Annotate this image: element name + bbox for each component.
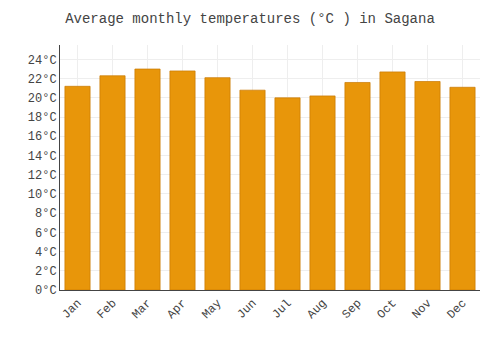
- svg-text:18°C: 18°C: [28, 111, 57, 125]
- svg-text:6°C: 6°C: [35, 227, 57, 241]
- svg-text:Average monthly temperatures (: Average monthly temperatures (°C ) in Sa…: [65, 11, 435, 27]
- svg-text:22°C: 22°C: [28, 73, 57, 87]
- svg-text:Oct: Oct: [374, 297, 399, 322]
- svg-text:12°C: 12°C: [28, 169, 57, 183]
- svg-text:Apr: Apr: [164, 297, 189, 322]
- svg-text:May: May: [199, 297, 224, 322]
- svg-text:Jan: Jan: [59, 297, 84, 322]
- svg-text:Jun: Jun: [234, 297, 259, 322]
- svg-text:0°C: 0°C: [35, 284, 57, 298]
- svg-text:14°C: 14°C: [28, 150, 57, 164]
- svg-text:16°C: 16°C: [28, 130, 57, 144]
- svg-text:Dec: Dec: [444, 297, 469, 322]
- svg-text:Feb: Feb: [94, 297, 119, 322]
- svg-text:Jul: Jul: [269, 297, 294, 322]
- svg-text:4°C: 4°C: [35, 246, 57, 260]
- svg-text:8°C: 8°C: [35, 207, 57, 221]
- svg-text:Nov: Nov: [409, 297, 434, 322]
- svg-text:Mar: Mar: [129, 297, 154, 322]
- svg-text:20°C: 20°C: [28, 92, 57, 106]
- svg-text:Sep: Sep: [339, 297, 364, 322]
- svg-text:2°C: 2°C: [35, 265, 57, 279]
- svg-text:Aug: Aug: [304, 297, 329, 322]
- svg-text:10°C: 10°C: [28, 188, 57, 202]
- svg-text:24°C: 24°C: [28, 54, 57, 68]
